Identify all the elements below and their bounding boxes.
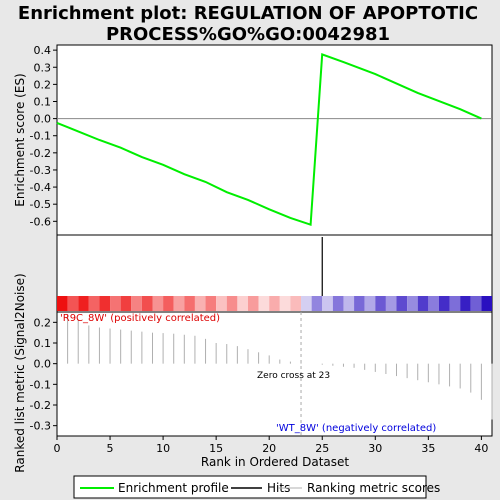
rank-band-segment — [110, 296, 121, 311]
metric-y-axis-label: Ranked list metric (Signal2Noise) — [13, 273, 27, 472]
es-y-tick-label: 0.1 — [34, 95, 52, 108]
negative-correlation-label: 'WT_8W' (negatively correlated) — [276, 423, 436, 434]
rank-band-segment — [311, 296, 323, 311]
x-tick-label: 30 — [368, 442, 382, 455]
chart-title-line-2: PROCESS%GO%GO:0042981 — [106, 24, 390, 45]
rank-band-segment — [194, 296, 206, 311]
rank-band-segment — [407, 296, 418, 311]
x-tick-label: 25 — [315, 442, 329, 455]
es-y-tick-label: -0.1 — [30, 130, 51, 143]
x-tick-label: 10 — [156, 442, 170, 455]
x-tick-label: 0 — [54, 442, 61, 455]
rank-band-segment — [258, 296, 270, 311]
x-tick-label: 5 — [107, 442, 114, 455]
rank-band-segment — [269, 296, 280, 311]
rank-band-segment — [78, 296, 89, 311]
chart-title-line-1: Enrichment plot: REGULATION OF APOPTOTIC — [18, 3, 478, 24]
metric-y-axis: 0.2 0.1 0.0 -0.1 -0.2 -0.3 — [30, 316, 57, 433]
rank-band-segment — [226, 296, 238, 311]
legend-metric-label: Ranking metric scores — [307, 481, 440, 495]
enrichment-curve — [56, 53, 482, 227]
es-y-tick-label: 0.2 — [34, 78, 52, 91]
rank-band-segment — [428, 296, 439, 311]
es-panel-frame — [56, 44, 493, 236]
metric-y-tick-label: -0.2 — [30, 399, 51, 412]
rank-band-segment — [67, 296, 79, 311]
rank-band-segment — [417, 296, 429, 311]
positive-correlation-label: 'R9C_8W' (positively correlated) — [60, 313, 220, 324]
rank-band-segment — [332, 296, 344, 311]
rank-band-segment — [237, 296, 248, 311]
legend-enrichment-label: Enrichment profile — [118, 481, 229, 495]
metric-y-tick-label: 0.2 — [34, 316, 52, 329]
x-axis: 0 5 10 15 20 25 30 35 40 — [54, 436, 488, 455]
rank-band-segment — [163, 296, 174, 311]
ranking-metric-bars — [67, 314, 493, 420]
es-y-axis-label: Enrichment score (ES) — [13, 73, 27, 206]
rank-band-segment — [141, 296, 153, 311]
rank-band-segment — [152, 296, 164, 311]
es-y-tick-label: -0.2 — [30, 147, 51, 160]
metric-panel-frame — [56, 311, 493, 437]
x-axis-label: Rank in Ordered Dataset — [201, 455, 349, 469]
metric-y-tick-label: 0.0 — [34, 358, 52, 371]
rank-band-segment — [279, 296, 291, 311]
rank-band-segment — [470, 296, 482, 311]
x-tick-label: 35 — [421, 442, 435, 455]
ranked-list-color-band — [57, 296, 492, 311]
legend-box — [73, 475, 427, 499]
x-tick-label: 15 — [209, 442, 223, 455]
enrichment-profile-line — [56, 53, 482, 227]
rank-band-segment — [57, 296, 68, 311]
es-y-tick-label: -0.6 — [30, 215, 51, 228]
metric-y-tick-label: -0.1 — [30, 378, 51, 391]
rank-band-segment — [385, 296, 397, 311]
metric-y-tick-label: -0.3 — [30, 420, 51, 433]
rank-band-segment — [290, 296, 302, 311]
rank-band-segment — [322, 296, 333, 311]
rank-band-segment — [131, 296, 142, 311]
es-y-tick-label: 0.3 — [34, 61, 52, 74]
rank-band-segment — [481, 296, 492, 311]
es-y-tick-label: -0.5 — [30, 198, 51, 211]
rank-band-segment — [375, 296, 386, 311]
es-y-tick-label: 0.0 — [34, 113, 52, 126]
metric-y-tick-label: 0.1 — [34, 337, 52, 350]
rank-band-segment — [88, 296, 100, 311]
es-y-tick-label: -0.4 — [30, 181, 51, 194]
rank-band-segment — [216, 296, 227, 311]
rank-band-segment — [343, 296, 355, 311]
rank-band-segment — [301, 296, 312, 311]
rank-band-segment — [120, 296, 132, 311]
rank-band-segment — [460, 296, 471, 311]
x-tick-label: 20 — [262, 442, 276, 455]
rank-band-segment — [247, 296, 259, 311]
es-y-tick-label: 0.4 — [34, 44, 52, 57]
rank-band-segment — [205, 296, 217, 311]
rank-band-segment — [364, 296, 376, 311]
zero-cross-label: Zero cross at 23 — [257, 371, 330, 381]
rank-band-segment — [449, 296, 461, 311]
x-tick-label: 40 — [474, 442, 488, 455]
rank-band-segment — [354, 296, 365, 311]
es-y-tick-label: -0.3 — [30, 164, 51, 177]
es-y-axis: 0.4 0.3 0.2 0.1 0.0 -0.1 -0.2 -0.3 -0.4 -0.5 -0.6 — [30, 44, 57, 228]
rank-band-segment — [438, 296, 450, 311]
rank-band-segment — [99, 296, 111, 311]
rank-band-segment — [396, 296, 408, 311]
rank-band-segment — [173, 296, 185, 311]
rank-band-segment — [184, 296, 195, 311]
